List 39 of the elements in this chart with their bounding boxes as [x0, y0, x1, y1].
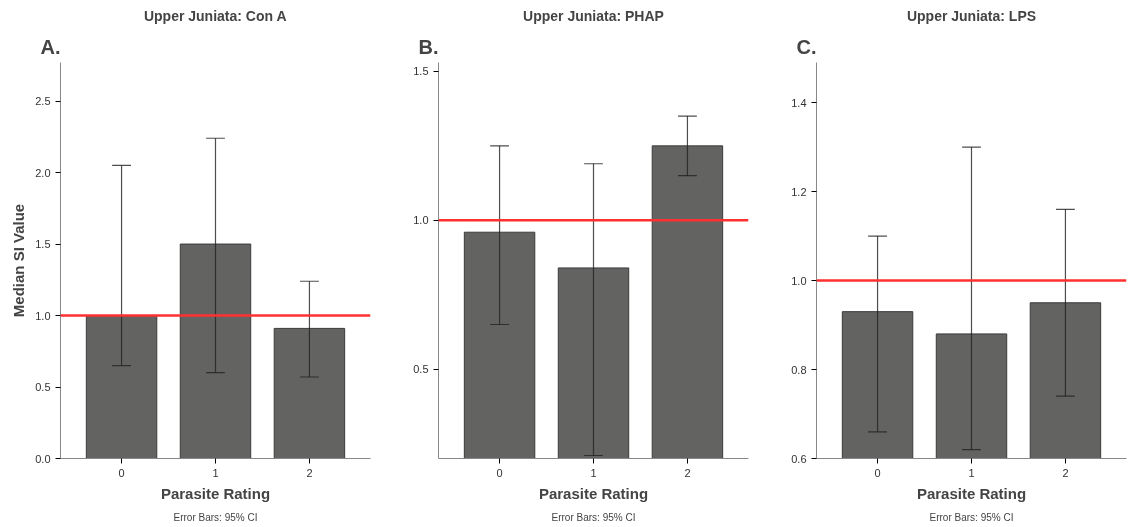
x-tick-label: 1 — [968, 466, 975, 479]
chart-title: Upper Juniata: Con A — [143, 7, 287, 24]
y-tick-label: 1.5 — [413, 65, 429, 78]
y-axis-title: Median SI Value — [10, 203, 28, 318]
y-tick-label: 1.4 — [791, 96, 807, 109]
x-tick-label: 2 — [306, 466, 313, 479]
y-tick-label: 2.5 — [35, 95, 51, 108]
chart-title: Upper Juniata: PHAP — [523, 7, 664, 24]
y-tick-label: 1.0 — [413, 214, 429, 227]
bar — [273, 327, 346, 459]
x-tick-label: 0 — [496, 466, 503, 479]
y-tick-label: 1.0 — [35, 309, 51, 322]
y-tick-label: 1.2 — [791, 185, 807, 198]
text: C. — [796, 35, 817, 58]
x-axis-title: Parasite Rating — [916, 484, 1027, 502]
y-tick-label: 2.0 — [35, 166, 51, 179]
x-tick-label: 0 — [118, 466, 125, 479]
bar — [85, 315, 158, 459]
x-tick-label: 0 — [874, 466, 881, 479]
y-tick-label: 1.5 — [35, 238, 51, 251]
x-axis-title: Parasite Rating — [538, 484, 649, 502]
text: A. — [40, 35, 61, 58]
chart-title: Upper Juniata: LPS — [906, 7, 1037, 24]
text: Error Bars: 95% CI — [551, 511, 636, 523]
x-axis-title: Parasite Rating — [160, 484, 271, 502]
y-tick-label: 0.8 — [791, 363, 807, 376]
text: B. — [418, 35, 439, 58]
y-tick-label: 0.5 — [413, 363, 429, 376]
y-tick-label: 0.5 — [35, 381, 51, 394]
text: Error Bars: 95% CI — [173, 511, 258, 523]
y-tick-label: 0.0 — [35, 452, 51, 465]
bar — [179, 243, 252, 459]
text: Error Bars: 95% CI — [929, 511, 1014, 523]
x-tick-label: 2 — [684, 466, 691, 479]
x-tick-label: 1 — [590, 466, 597, 479]
x-tick-label: 2 — [1062, 466, 1069, 479]
x-tick-label: 1 — [212, 466, 219, 479]
y-tick-label: 1.0 — [791, 274, 807, 287]
y-tick-label: 0.6 — [791, 452, 807, 465]
